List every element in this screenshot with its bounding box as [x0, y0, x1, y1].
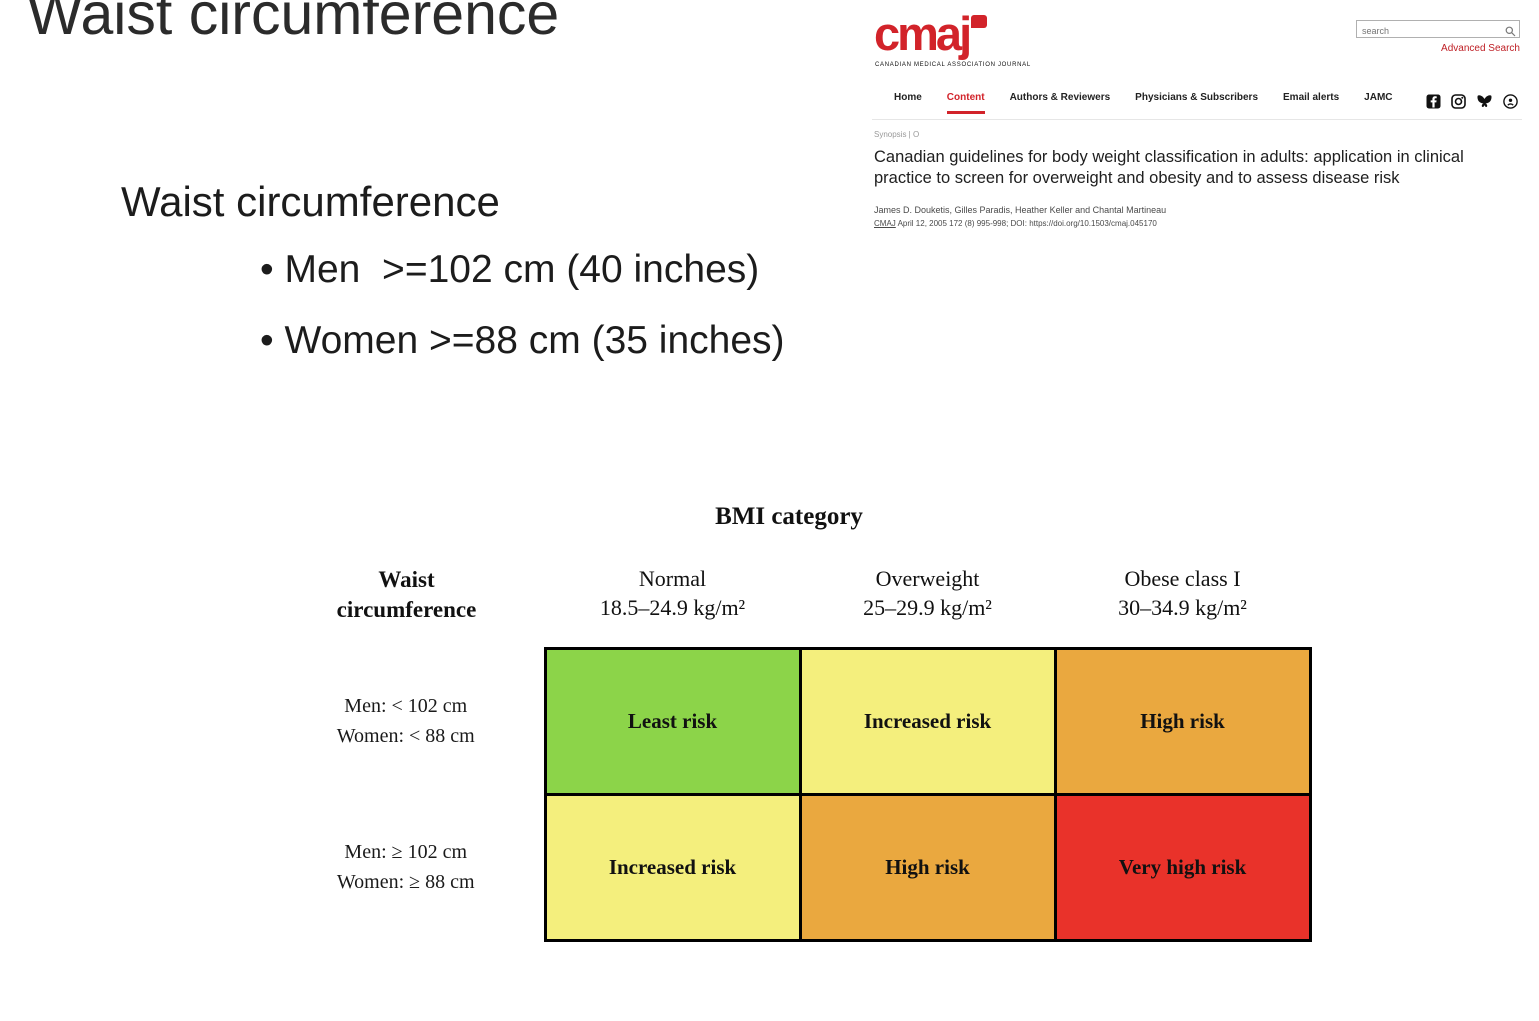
breadcrumb[interactable]: Synopsis | O: [874, 130, 920, 139]
cmaj-logo[interactable]: cmaj: [874, 7, 988, 60]
risk-table: Waist circumference Normal 18.5–24.9 kg/…: [268, 553, 1312, 942]
search-icon[interactable]: [1505, 24, 1516, 42]
risk-cell-high: High risk: [798, 792, 1057, 942]
bmi-risk-figure: BMI category Waist circumference Normal …: [268, 503, 1312, 942]
article-citation: CMAJ April 12, 2005 172 (8) 995-998; DOI…: [874, 219, 1157, 228]
column-header-normal: Normal 18.5–24.9 kg/m²: [599, 566, 746, 620]
cmaj-logo-text: cmaj: [874, 7, 972, 60]
nav-item-authors-reviewers[interactable]: Authors & Reviewers: [1009, 92, 1111, 103]
article-title: Canadian guidelines for body weight clas…: [874, 148, 1464, 187]
table-header-row: Waist circumference Normal 18.5–24.9 kg/…: [268, 553, 1310, 648]
figure-title: BMI category: [715, 503, 863, 530]
risk-cell-high: High risk: [1053, 646, 1312, 796]
row-header-title: Waist circumference: [336, 566, 477, 622]
nav-item-physicians-subscribers[interactable]: Physicians & Subscribers: [1135, 92, 1259, 103]
facebook-icon[interactable]: [1426, 94, 1441, 109]
social-icons: [1426, 92, 1518, 110]
risk-cell-increased: Increased risk: [798, 646, 1057, 796]
instagram-icon[interactable]: [1451, 93, 1466, 109]
risk-cell-very-high: Very high risk: [1053, 792, 1312, 942]
search-box[interactable]: [1356, 20, 1520, 39]
nav-item-content[interactable]: Content: [946, 92, 985, 114]
citation-journal-name: CMAJ: [874, 219, 896, 228]
nav-item-jamc[interactable]: JAMC: [1364, 92, 1393, 103]
article-authors: James D. Douketis, Gilles Paradis, Heath…: [874, 205, 1167, 215]
risk-cell-least: Least risk: [543, 646, 802, 796]
search-input[interactable]: [1357, 23, 1519, 39]
section-heading: Waist circumference: [121, 178, 500, 225]
bullet-list: Men >=102 cm (40 inches) Women >=88 cm (…: [260, 248, 785, 390]
cmaj-logo-speech-bubble-icon: [971, 15, 988, 28]
search-area: Advanced Search: [1356, 20, 1520, 56]
bullet-men: Men >=102 cm (40 inches): [260, 248, 785, 292]
cmaj-site-screenshot: cmaj CANADIAN MEDICAL ASSOCIATION JOURNA…: [872, 6, 1522, 248]
row-label-high-waist: Men: ≥ 102 cm Women: ≥ 88 cm: [336, 841, 475, 893]
slide-title: Waist circumference: [27, 0, 560, 47]
risk-cell-increased: Increased risk: [543, 792, 802, 942]
nav-item-home[interactable]: Home: [894, 92, 922, 103]
column-header-obese-class-1: Obese class I 30–34.9 kg/m²: [1118, 566, 1247, 620]
row-label-low-waist: Men: < 102 cm Women: < 88 cm: [336, 695, 475, 747]
site-nav: Home Content Authors & Reviewers Physici…: [872, 92, 1522, 120]
cmaj-logo-caption: CANADIAN MEDICAL ASSOCIATION JOURNAL: [875, 62, 1031, 68]
table-row: Men: < 102 cm Women: < 88 cm Least risk …: [268, 646, 1312, 796]
bullet-women: Women >=88 cm (35 inches): [260, 319, 785, 363]
podcast-icon[interactable]: [1503, 93, 1518, 109]
table-row: Men: ≥ 102 cm Women: ≥ 88 cm Increased r…: [268, 792, 1312, 942]
citation-details: April 12, 2005 172 (8) 995-998; DOI: htt…: [895, 219, 1157, 228]
advanced-search-link[interactable]: Advanced Search: [1441, 43, 1520, 54]
nav-item-email-alerts[interactable]: Email alerts: [1283, 92, 1340, 103]
bluesky-icon[interactable]: [1476, 94, 1493, 108]
column-header-overweight: Overweight 25–29.9 kg/m²: [863, 566, 992, 620]
